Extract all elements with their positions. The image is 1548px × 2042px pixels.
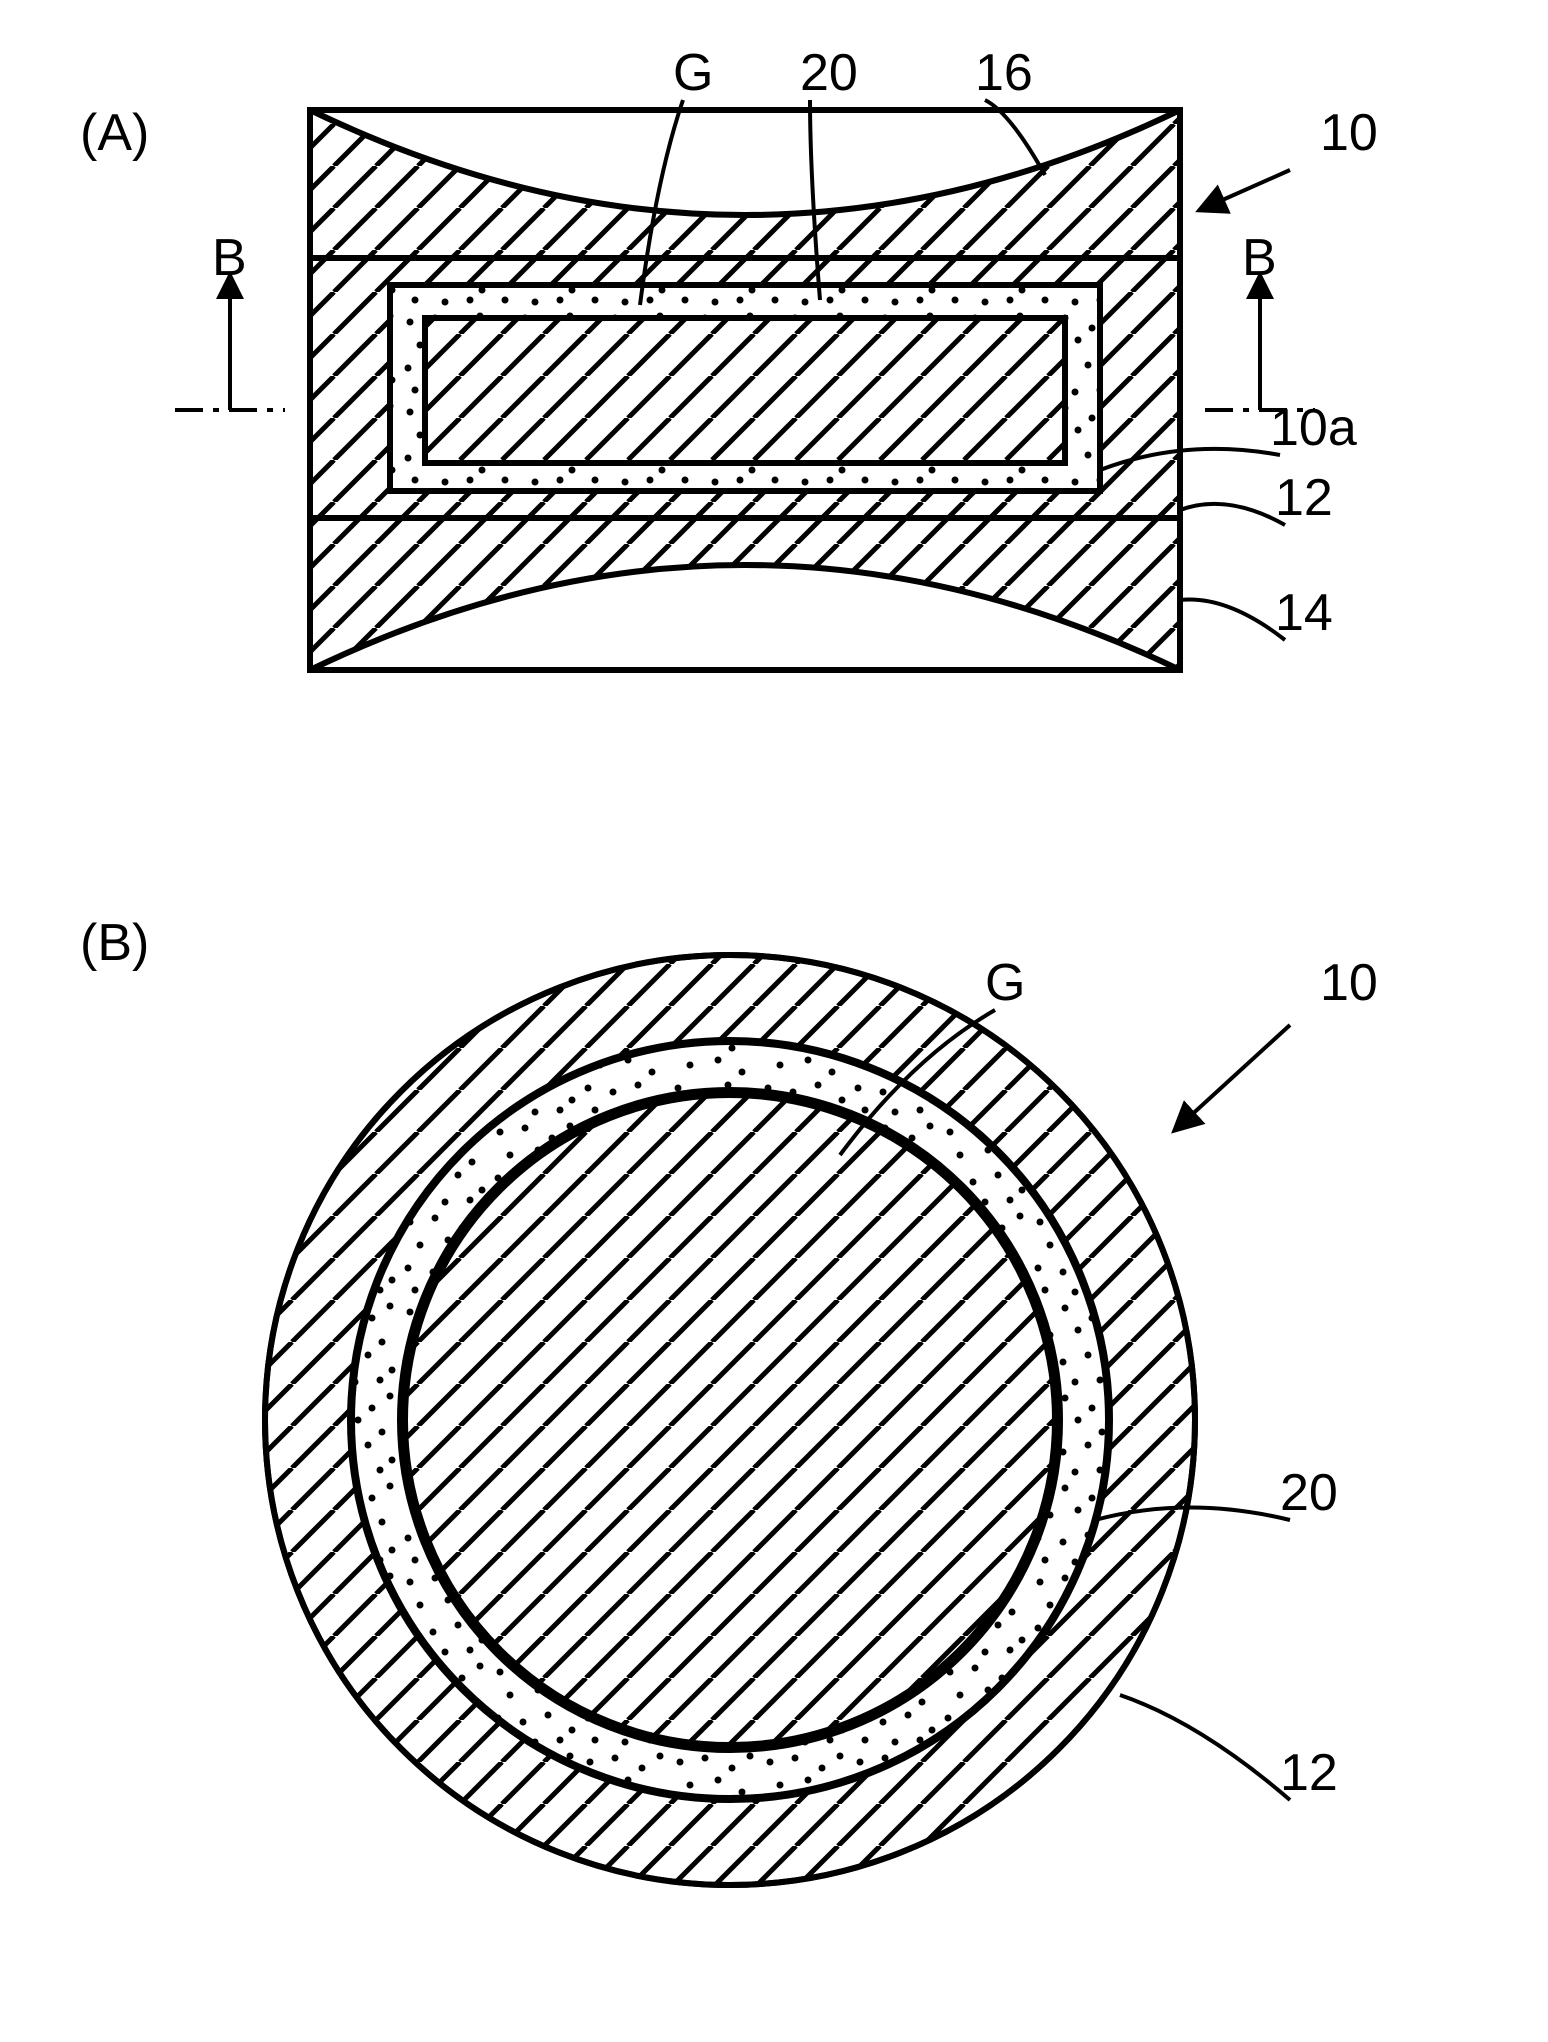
svg-text:B: B (1242, 229, 1277, 287)
svg-text:(A): (A) (80, 104, 149, 162)
svg-text:20: 20 (1280, 1464, 1338, 1522)
svg-text:10: 10 (1320, 104, 1378, 162)
svg-text:16: 16 (975, 44, 1033, 102)
svg-text:G: G (985, 954, 1025, 1012)
figure-container: B B 10 12 14 16 20 G 10a (A) 10 12 20 G (B) (40, 40, 1508, 2002)
view-a: B B 10 12 14 16 20 G 10a (A) (80, 44, 1378, 670)
svg-text:14: 14 (1275, 584, 1333, 642)
svg-text:10: 10 (1320, 954, 1378, 1012)
svg-text:12: 12 (1275, 469, 1333, 527)
svg-text:(B): (B) (80, 914, 149, 972)
svg-text:12: 12 (1280, 1744, 1338, 1802)
view-b: 10 12 20 G (B) (80, 914, 1378, 1885)
technical-figure: B B 10 12 14 16 20 G 10a (A) 10 12 20 G (B) (40, 40, 1508, 2002)
svg-text:G: G (673, 44, 713, 102)
svg-text:20: 20 (800, 44, 858, 102)
svg-text:10a: 10a (1270, 399, 1357, 457)
svg-text:B: B (212, 229, 247, 287)
